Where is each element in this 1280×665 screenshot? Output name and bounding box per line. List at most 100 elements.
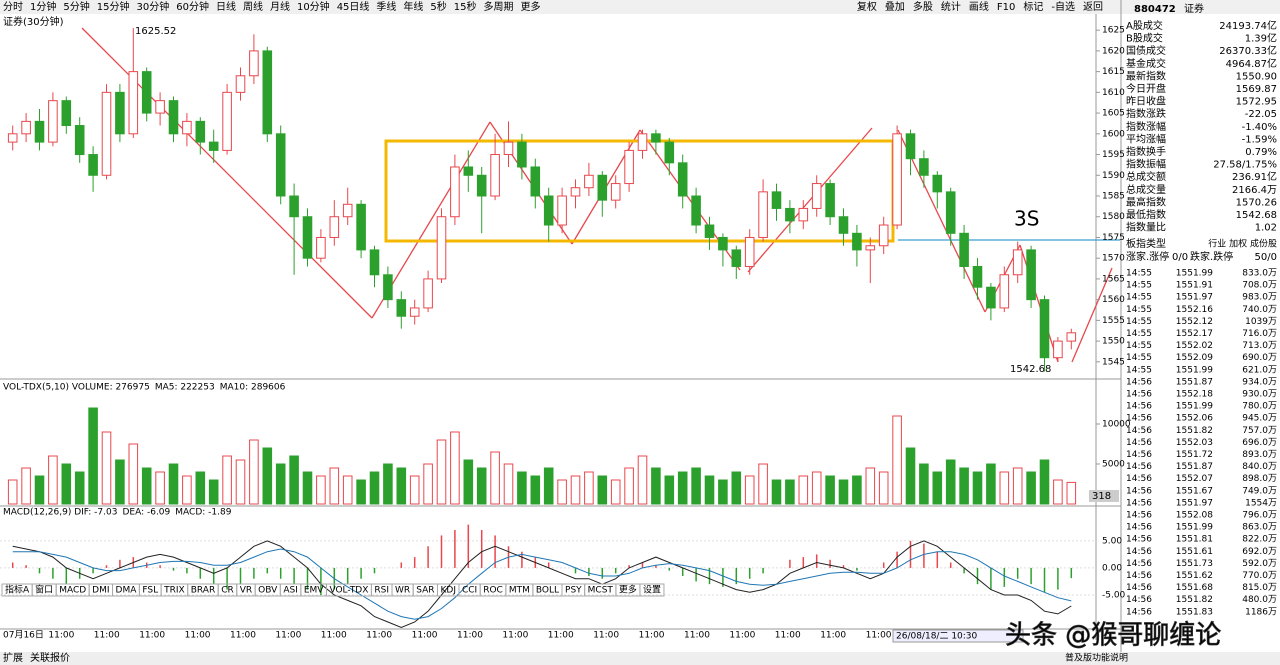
period-button[interactable]: 更多 bbox=[521, 0, 541, 13]
indicator-tab[interactable]: MTM bbox=[509, 586, 530, 596]
volume-bar bbox=[503, 463, 514, 505]
trade-time: 14:56 bbox=[1126, 450, 1152, 460]
trade-time: 14:56 bbox=[1126, 426, 1152, 436]
volume-bar bbox=[302, 471, 313, 505]
status-item[interactable]: 关联报价 bbox=[30, 651, 70, 664]
y-tick-label: 1550 bbox=[1102, 337, 1125, 347]
indicator-tab[interactable]: VOL-TDX bbox=[329, 586, 368, 596]
trade-time: 14:56 bbox=[1126, 523, 1152, 533]
trade-volume: 696.0万 bbox=[1242, 438, 1277, 448]
indicator-tab[interactable]: KDJ bbox=[440, 586, 456, 596]
indicator-tab[interactable]: ROC bbox=[483, 586, 503, 596]
indicator-tab[interactable]: CR bbox=[221, 586, 234, 596]
indicator-tab[interactable]: SAR bbox=[416, 586, 434, 596]
candle-body bbox=[195, 120, 206, 143]
indicator-tab[interactable]: CCI bbox=[462, 586, 477, 596]
volume-bar bbox=[517, 471, 527, 505]
x-tick-label: 11:00 bbox=[502, 631, 528, 641]
tool-button[interactable]: 返回 bbox=[1083, 1, 1103, 13]
indicator-tab[interactable]: VR bbox=[240, 586, 252, 596]
period-button[interactable]: 1分钟 bbox=[30, 0, 56, 13]
tool-button[interactable]: 统计 bbox=[941, 0, 961, 13]
volume-bar bbox=[115, 459, 125, 505]
trade-price: 1551.81 bbox=[1176, 535, 1213, 545]
period-button[interactable]: 30分钟 bbox=[136, 0, 169, 13]
candle-body bbox=[7, 133, 18, 143]
period-button[interactable]: 周线 bbox=[243, 0, 263, 13]
indicator-tab[interactable]: DMA bbox=[116, 586, 138, 596]
status-item[interactable]: 普及版功能说明 bbox=[1065, 652, 1128, 664]
indicator-tab[interactable]: BRAR bbox=[191, 586, 215, 596]
indicator-tab[interactable]: 更多 bbox=[619, 584, 637, 596]
candle-body bbox=[450, 166, 460, 218]
indicator-tab[interactable]: FSL bbox=[142, 586, 158, 596]
indicator-tab[interactable]: MCST bbox=[588, 586, 614, 596]
volume-bar bbox=[369, 471, 380, 505]
period-button[interactable]: 季线 bbox=[376, 0, 396, 13]
period-button[interactable]: 5秒 bbox=[430, 0, 446, 13]
tool-button[interactable]: 复权 bbox=[857, 0, 877, 13]
trade-price: 1551.83 bbox=[1176, 607, 1213, 617]
indicator-tab[interactable]: 指标A bbox=[5, 584, 30, 596]
period-button[interactable]: 15秒 bbox=[454, 0, 477, 13]
x-tick-label: 11:00 bbox=[139, 631, 165, 641]
candle-body bbox=[597, 174, 608, 201]
trade-time: 14:56 bbox=[1126, 595, 1152, 605]
tool-button[interactable]: 画线 bbox=[969, 0, 989, 13]
indicator-tab[interactable]: EMV bbox=[304, 586, 324, 596]
period-button[interactable]: 年线 bbox=[403, 0, 423, 13]
period-button[interactable]: 多周期 bbox=[484, 0, 514, 13]
indicator-tab[interactable]: RSI bbox=[374, 586, 389, 596]
candle-body bbox=[811, 183, 822, 209]
period-button[interactable]: 10分钟 bbox=[297, 0, 330, 13]
trade-price: 1551.67 bbox=[1176, 486, 1213, 496]
x-tick-label: 11:00 bbox=[366, 631, 392, 641]
stat-value: 1.02 bbox=[1255, 223, 1277, 234]
y-tick-label: 1625 bbox=[1102, 26, 1125, 36]
volume-bar bbox=[1053, 479, 1063, 505]
stat-label: 总成交额 bbox=[1126, 170, 1166, 183]
status-item[interactable]: 扩展 bbox=[3, 651, 23, 664]
trade-price: 1552.16 bbox=[1176, 305, 1213, 315]
indicator-tab[interactable]: 设置 bbox=[643, 585, 661, 596]
period-button[interactable]: 15分钟 bbox=[97, 0, 130, 13]
tool-button[interactable]: -自选 bbox=[1051, 0, 1075, 13]
y-tick-label: 1600 bbox=[1102, 129, 1125, 139]
trade-time: 14:56 bbox=[1126, 486, 1152, 496]
stat-value: 1570.26 bbox=[1236, 197, 1277, 208]
candle-body bbox=[905, 133, 916, 160]
indicator-tab[interactable]: BOLL bbox=[536, 586, 559, 596]
indicator-tab[interactable]: MACD bbox=[59, 586, 86, 596]
indicator-tab[interactable]: ASI bbox=[283, 586, 298, 596]
volume-bar bbox=[316, 475, 326, 505]
tool-button[interactable]: 标记 bbox=[1023, 1, 1043, 13]
indicator-tab[interactable]: WR bbox=[395, 586, 410, 596]
indicator-tab[interactable]: TRIX bbox=[163, 586, 185, 596]
trade-volume: 708.0万 bbox=[1242, 281, 1277, 291]
tool-button[interactable]: F10 bbox=[997, 2, 1015, 13]
volume-bar bbox=[356, 479, 366, 505]
period-button[interactable]: 日线 bbox=[216, 0, 236, 13]
period-button[interactable]: 分时 bbox=[3, 1, 23, 13]
volume-bar bbox=[195, 471, 206, 505]
trade-time: 14:56 bbox=[1126, 559, 1152, 569]
trade-volume: 713.0万 bbox=[1242, 341, 1277, 351]
indicator-tab[interactable]: OBV bbox=[258, 586, 278, 596]
trade-time: 14:56 bbox=[1126, 607, 1152, 617]
trade-time: 14:56 bbox=[1126, 377, 1152, 387]
indicator-tab[interactable]: 窗口 bbox=[35, 584, 53, 596]
candle-body bbox=[61, 100, 72, 127]
volume-bar bbox=[744, 475, 755, 505]
volume-bar bbox=[155, 471, 165, 505]
period-button[interactable]: 45日线 bbox=[337, 0, 370, 13]
trade-price: 1551.72 bbox=[1176, 450, 1213, 460]
indicator-tab[interactable]: DMI bbox=[92, 586, 109, 596]
tool-button[interactable]: 多股 bbox=[913, 0, 933, 13]
period-button[interactable]: 月线 bbox=[270, 0, 290, 13]
indicator-tab[interactable]: PSY bbox=[565, 586, 582, 596]
period-button[interactable]: 5分钟 bbox=[63, 0, 89, 13]
period-button[interactable]: 60分钟 bbox=[176, 0, 209, 13]
trade-time: 14:55 bbox=[1126, 365, 1152, 375]
volume-bar bbox=[342, 475, 353, 505]
tool-button[interactable]: 叠加 bbox=[885, 1, 905, 13]
